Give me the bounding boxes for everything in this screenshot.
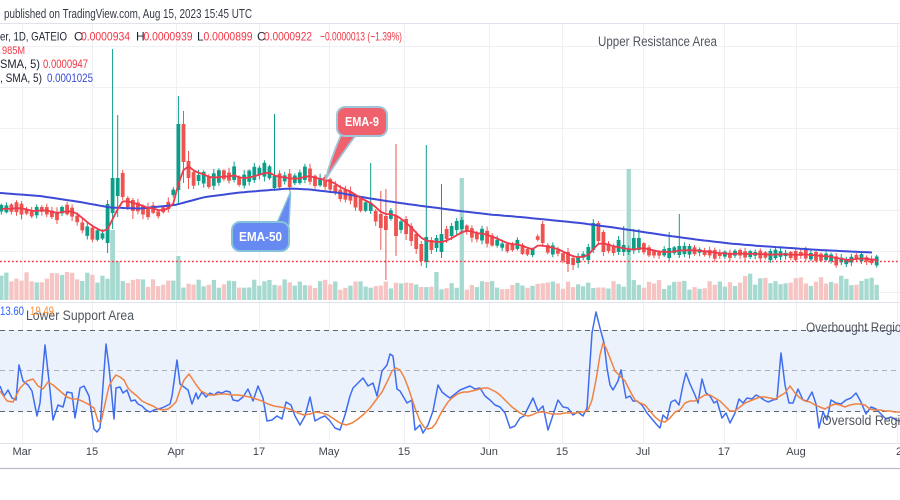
svg-text:EMA-50: EMA-50: [239, 229, 282, 244]
svg-text:0.0000939: 0.0000939: [144, 30, 193, 44]
svg-text:SMA, 5): SMA, 5): [0, 57, 40, 71]
svg-text:13.60: 13.60: [0, 306, 24, 318]
svg-text:C: C: [257, 30, 266, 44]
svg-text:0.0000934: 0.0000934: [81, 30, 130, 44]
svg-text:985M: 985M: [2, 45, 25, 57]
svg-text:Lower Support Area: Lower Support Area: [26, 308, 134, 323]
svg-text:H: H: [136, 30, 145, 44]
svg-text:19.49: 19.49: [30, 306, 54, 318]
svg-text:er, 1D, GATEIO: er, 1D, GATEIO: [0, 30, 67, 44]
svg-text:Oversold Region: Oversold Region: [822, 413, 900, 428]
svg-text:15: 15: [556, 446, 568, 458]
svg-text:−0.0000013 (−1.39%): −0.0000013 (−1.39%): [320, 30, 402, 44]
svg-text:EMA-9: EMA-9: [345, 114, 379, 129]
svg-text:0.0000947: 0.0000947: [43, 57, 88, 71]
svg-text:L: L: [197, 30, 204, 44]
svg-text:0.0000899: 0.0000899: [204, 30, 253, 44]
svg-text:Overbought Region: Overbought Region: [806, 320, 900, 335]
svg-text:15: 15: [86, 446, 98, 458]
svg-text:Jun: Jun: [480, 446, 498, 458]
svg-text:Upper Resistance Area: Upper Resistance Area: [598, 34, 717, 49]
svg-text:17: 17: [718, 446, 730, 458]
svg-text:Aug: Aug: [786, 446, 806, 458]
svg-text:15: 15: [398, 446, 410, 458]
svg-text:O: O: [74, 30, 83, 44]
svg-text:published on TradingView.com,: published on TradingView.com, Aug 15, 20…: [4, 6, 252, 21]
svg-text:, SMA, 5): , SMA, 5): [0, 71, 42, 85]
svg-text:0.0000922: 0.0000922: [264, 30, 312, 44]
svg-text:17: 17: [253, 446, 265, 458]
svg-text:Mar: Mar: [13, 446, 32, 458]
svg-text:May: May: [319, 446, 340, 458]
svg-text:Apr: Apr: [167, 446, 184, 458]
svg-text:0.0001025: 0.0001025: [47, 71, 93, 85]
svg-text:Jul: Jul: [636, 446, 650, 458]
svg-text:2: 2: [896, 446, 900, 458]
